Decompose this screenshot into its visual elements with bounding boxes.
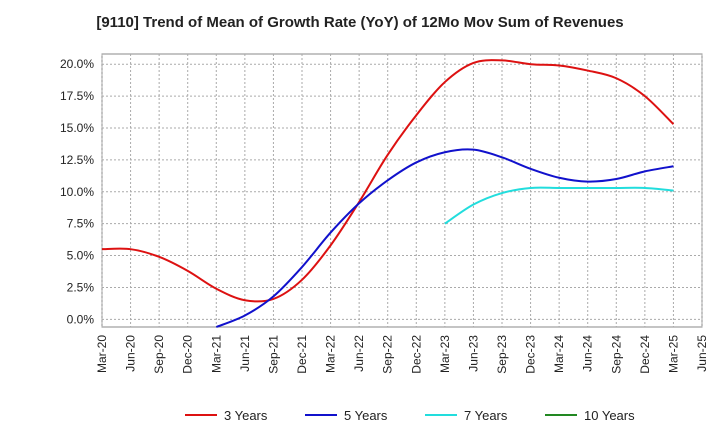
y-tick-label: 17.5% [60,89,94,103]
y-tick-label: 20.0% [60,57,94,71]
legend-label-10-years: 10 Years [584,408,635,423]
x-tick-label: Jun-25 [695,335,709,372]
x-tick-label: Mar-22 [324,335,338,373]
x-tick-label: Jun-21 [238,335,252,372]
chart-title: [9110] Trend of Mean of Growth Rate (YoY… [96,14,624,31]
y-tick-label: 0.0% [67,312,95,326]
series-line-3-years [101,59,675,303]
x-tick-label: Sep-22 [381,335,395,374]
x-tick-label: Sep-21 [266,335,280,374]
x-tick-label: Mar-25 [666,335,680,373]
legend-label-7-years: 7 Years [464,408,508,423]
x-tick-label: Mar-20 [95,335,109,373]
y-tick-label: 5.0% [67,249,95,263]
x-tick-label: Jun-20 [124,335,138,372]
legend: 3 Years 5 Years 7 Years 10 Years [185,408,635,423]
x-tick-label: Jun-23 [466,335,480,372]
x-tick-label: Mar-21 [209,335,223,373]
y-tick-label: 15.0% [60,121,94,135]
x-tick-label: Jun-22 [352,335,366,372]
series-layer [101,59,675,328]
x-tick-label: Dec-22 [409,335,423,374]
x-tick-label: Sep-20 [152,335,166,374]
x-tick-label: Dec-24 [638,335,652,374]
plot-area [101,53,703,328]
x-tick-label: Sep-24 [609,335,623,374]
x-tick-label: Mar-24 [552,335,566,373]
legend-label-3-years: 3 Years [224,408,268,423]
x-tick-label: Jun-24 [581,335,595,372]
series-line-5-years [215,148,674,328]
y-tick-label: 10.0% [60,185,94,199]
axis-layer: 0.0% 2.5% 5.0% 7.5% 10.0% 12.5% 15.0% 17.5% 20.0… [60,57,709,373]
series-line-7-years [444,186,674,225]
y-tick-label: 7.5% [67,217,95,231]
legend-label-5-years: 5 Years [344,408,388,423]
x-tick-label: Dec-23 [524,335,538,374]
x-tick-label: Mar-23 [438,335,452,373]
x-tick-label: Sep-23 [495,335,509,374]
y-tick-label: 2.5% [67,280,95,294]
y-tick-label: 12.5% [60,153,94,167]
x-tick-label: Dec-21 [295,335,309,374]
x-tick-label: Dec-20 [181,335,195,374]
